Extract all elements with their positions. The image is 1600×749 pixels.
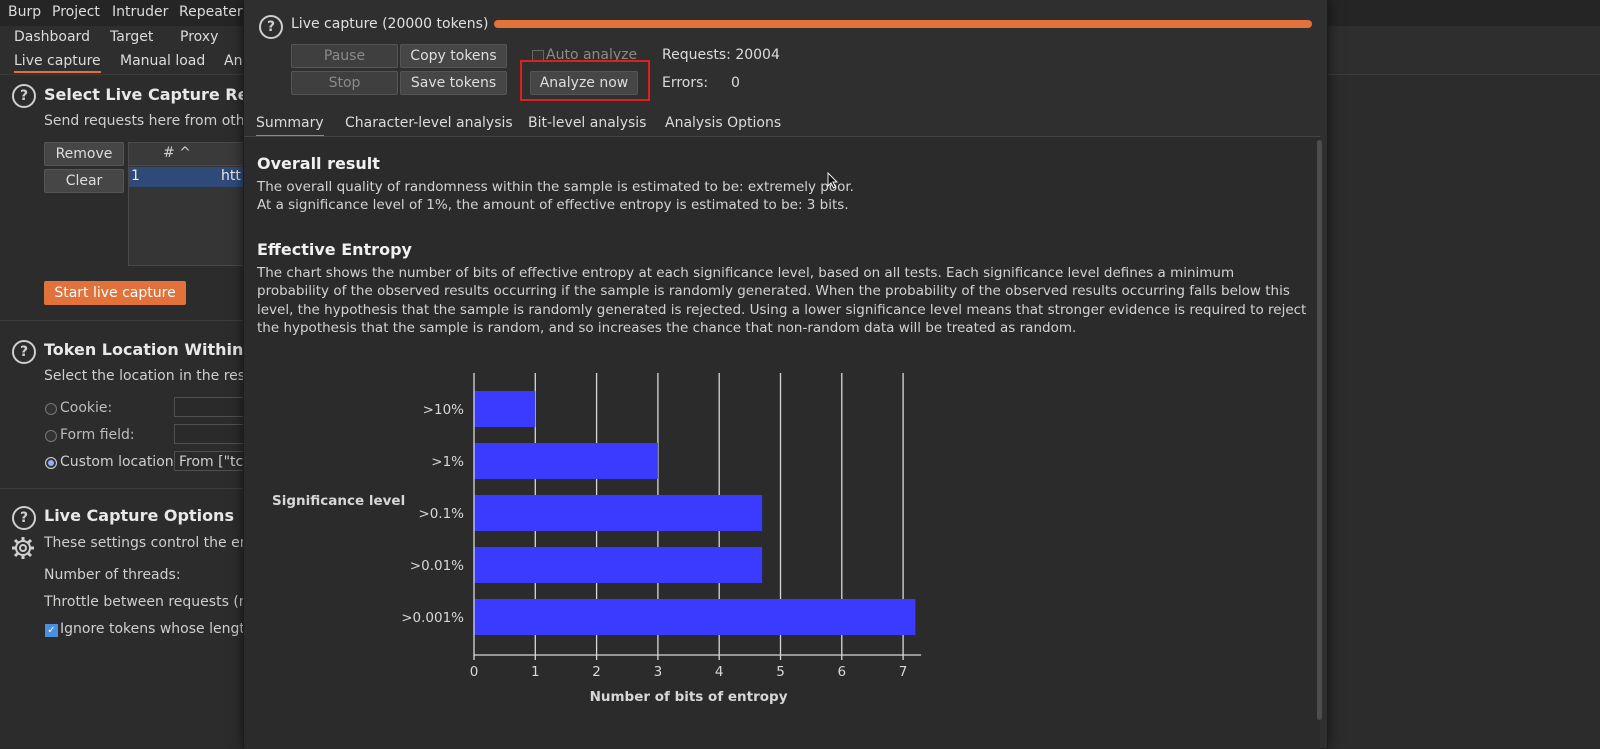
- auto-analyze-label: Auto analyze: [546, 47, 638, 63]
- select-request-desc: Send requests here from othe: [44, 113, 254, 129]
- menu-repeater[interactable]: Repeater: [179, 4, 243, 20]
- token-location-desc: Select the location in the resp: [44, 368, 254, 384]
- copy-tokens-button[interactable]: Copy tokens: [400, 44, 507, 68]
- chart-y-axis-title: Significance level: [272, 493, 405, 509]
- table-row-number: 1: [131, 168, 140, 184]
- chart-x-axis-title: Number of bits of entropy: [590, 689, 788, 705]
- table-row[interactable]: 1 htt: [129, 167, 243, 187]
- menu-intruder[interactable]: Intruder: [112, 4, 169, 20]
- chart-x-tick-label: 1: [531, 664, 540, 680]
- analyze-now-button[interactable]: Analyze now: [530, 71, 638, 95]
- chart-category-label: >1%: [431, 454, 464, 470]
- live-capture-options-title: Live Capture Options: [44, 506, 234, 525]
- start-live-capture-button[interactable]: Start live capture: [44, 281, 186, 305]
- chart-x-tick-label: 7: [899, 664, 908, 680]
- tab-character-level-analysis[interactable]: Character-level analysis: [345, 115, 513, 131]
- menu-project[interactable]: Project: [52, 4, 100, 20]
- effective-entropy-description: The chart shows the number of bits of ef…: [257, 265, 1307, 337]
- chart-category-label: >0.001%: [401, 610, 464, 626]
- chart-category-label: >0.01%: [410, 558, 464, 574]
- tab-dashboard[interactable]: Dashboard: [14, 29, 90, 45]
- chart-x-tick-label: 6: [838, 664, 847, 680]
- summary-panel: Overall result The overall quality of ra…: [244, 136, 1320, 749]
- ignore-tokens-checkbox[interactable]: ✓: [45, 624, 58, 637]
- chart-x-tick-label: 0: [470, 664, 479, 680]
- tab-bit-level-analysis[interactable]: Bit-level analysis: [528, 115, 647, 131]
- chart-bar: [474, 547, 763, 583]
- entropy-bar-chart: >10% >1% >0.1% >0.01% >0.001% 0 1 2 3 4 5 6 7 Number …: [272, 373, 922, 705]
- form-field-label: Form field:: [60, 427, 135, 443]
- select-request-title: Select Live Capture Requ: [44, 85, 272, 104]
- tab-analysis-options[interactable]: Analysis Options: [665, 115, 782, 131]
- capture-progress-fill: [494, 20, 1312, 28]
- pause-button[interactable]: Pause: [291, 44, 398, 68]
- throttle-label: Throttle between requests (m: [44, 594, 253, 610]
- overall-result-line-1: The overall quality of randomness within…: [257, 179, 854, 195]
- ignore-tokens-label: Ignore tokens whose length: [60, 621, 254, 637]
- vertical-scrollbar[interactable]: [1317, 140, 1322, 720]
- table-header-number[interactable]: # ^: [163, 145, 191, 161]
- help-icon[interactable]: ?: [259, 15, 283, 39]
- chart-x-tick-label: 2: [592, 664, 601, 680]
- chart-category-label: >0.1%: [418, 506, 464, 522]
- live-capture-dialog: ? Live capture (20000 tokens) Pause Stop…: [243, 0, 1328, 749]
- stop-button[interactable]: Stop: [291, 71, 398, 95]
- chart-x-tick-label: 3: [654, 664, 663, 680]
- chart-bar: [474, 443, 658, 479]
- highlight-annotation: [520, 60, 650, 101]
- gear-icon[interactable]: [11, 536, 35, 560]
- dialog-title: Live capture (20000 tokens): [291, 16, 489, 32]
- help-icon[interactable]: ?: [12, 340, 36, 364]
- overall-result-heading: Overall result: [257, 154, 380, 173]
- capture-progress-bar: [494, 20, 1312, 28]
- chart-bar: [474, 495, 763, 531]
- token-location-title: Token Location Within Re: [44, 340, 273, 359]
- errors-value: 0: [731, 75, 740, 91]
- threads-label: Number of threads:: [44, 567, 181, 583]
- save-tokens-button[interactable]: Save tokens: [400, 71, 507, 95]
- menu-burp[interactable]: Burp: [8, 4, 42, 20]
- divider: [0, 488, 243, 489]
- mouse-cursor-icon: [827, 172, 839, 189]
- tab-target[interactable]: Target: [110, 29, 154, 45]
- table-header[interactable]: # ^: [129, 143, 243, 166]
- clear-button[interactable]: Clear: [44, 169, 124, 193]
- divider: [0, 320, 243, 321]
- custom-location-radio[interactable]: [45, 457, 57, 469]
- cookie-field[interactable]: [174, 397, 244, 417]
- overall-result-line-2: At a significance level of 1%, the amoun…: [257, 197, 849, 213]
- help-icon[interactable]: ?: [12, 506, 36, 530]
- tab-live-capture[interactable]: Live capture: [14, 53, 101, 73]
- tab-summary[interactable]: Summary: [256, 115, 324, 137]
- form-field-input[interactable]: [174, 424, 244, 444]
- table-row-url: htt: [221, 168, 241, 184]
- tab-proxy[interactable]: Proxy: [180, 29, 219, 45]
- chart-bar: [474, 599, 916, 635]
- chart-category-label: >10%: [423, 402, 464, 418]
- form-field-radio[interactable]: [45, 430, 57, 442]
- requests-count: Requests: 20004: [662, 47, 780, 63]
- chart-bar: [474, 391, 536, 427]
- tab-analysis-options-partial[interactable]: An: [224, 53, 243, 69]
- errors-label: Errors:: [662, 75, 709, 91]
- chart-x-tick-label: 5: [776, 664, 785, 680]
- help-icon[interactable]: ?: [12, 84, 36, 108]
- remove-button[interactable]: Remove: [44, 142, 124, 166]
- request-table[interactable]: # ^ 1 htt: [128, 142, 244, 266]
- tab-manual-load[interactable]: Manual load: [120, 53, 206, 69]
- cookie-radio[interactable]: [45, 403, 57, 415]
- cookie-label: Cookie:: [60, 400, 113, 416]
- chart-x-tick-label: 4: [715, 664, 724, 680]
- live-capture-options-desc: These settings control the eng: [44, 535, 258, 551]
- effective-entropy-heading: Effective Entropy: [257, 240, 412, 259]
- custom-location-field[interactable]: From ["tc: [174, 451, 244, 471]
- custom-location-label: Custom location:: [60, 454, 179, 470]
